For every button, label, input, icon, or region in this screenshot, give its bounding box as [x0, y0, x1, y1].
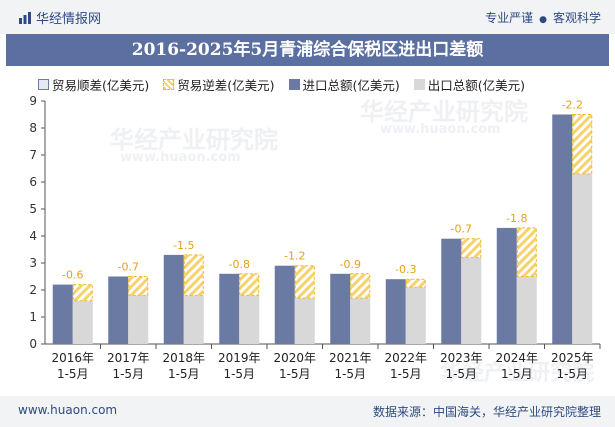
footer-website[interactable]: www.huaon.com	[18, 403, 118, 417]
x-tick-label: 1-5月	[445, 367, 477, 381]
export-bar	[461, 257, 482, 344]
x-tick-label: 1-5月	[168, 367, 200, 381]
x-tick-label: 1-5月	[556, 367, 588, 381]
import-bar	[163, 254, 184, 344]
x-tick-label: 2021年	[329, 351, 372, 365]
legend-label-deficit: 贸易逆差(亿美元)	[177, 77, 275, 93]
deficit-segment	[183, 254, 204, 296]
deficit-segment	[572, 114, 593, 175]
x-tick-label: 2025年	[551, 351, 594, 365]
deficit-segment	[350, 273, 371, 299]
import-bar	[274, 265, 295, 344]
import-bar	[441, 238, 462, 344]
legend-swatch-deficit	[163, 78, 175, 90]
slogan-left: 专业严谨	[485, 11, 534, 25]
x-tick-label: 2019年	[218, 351, 261, 365]
y-tick-label: 6	[29, 175, 37, 189]
deficit-value-label: -0.9	[340, 258, 361, 271]
deficit-value-label: -1.8	[506, 212, 527, 225]
legend-item-export[interactable]: 出口总额(亿美元)	[413, 75, 526, 94]
deficit-value-label: -0.7	[118, 261, 139, 274]
x-tick-label: 2023年	[440, 351, 483, 365]
slogan: 专业严谨 ● 客观科学	[485, 9, 601, 26]
chart-legend: 贸易顺差(亿美元) 贸易逆差(亿美元) 进口总额(亿美元) 出口总额(亿美元)	[38, 75, 598, 93]
deficit-segment	[128, 276, 149, 296]
deficit-value-label: -2.2	[562, 99, 583, 112]
deficit-value-label: -0.3	[395, 263, 416, 276]
deficit-segment	[72, 284, 93, 302]
x-tick-label: 2017年	[107, 351, 150, 365]
brand[interactable]: 华经情报网	[18, 8, 101, 27]
y-tick-label: 0	[29, 337, 37, 351]
x-tick-label: 1-5月	[334, 367, 366, 381]
y-tick-label: 8	[29, 121, 37, 135]
slogan-separator: ●	[539, 15, 547, 25]
legend-item-surplus[interactable]: 贸易顺差(亿美元)	[38, 75, 149, 94]
x-tick-label: 2018年	[162, 351, 205, 365]
deficit-value-label: -0.6	[62, 269, 83, 282]
slogan-right: 客观科学	[552, 11, 601, 25]
deficit-segment	[239, 273, 260, 296]
export-bar	[183, 295, 204, 344]
export-bar	[239, 295, 260, 344]
legend-label-export: 出口总额(亿美元)	[427, 77, 526, 93]
title-bar: 2016-2025年5月青浦综合保税区进出口差额	[6, 34, 609, 66]
x-tick-label: 2020年	[273, 351, 316, 365]
export-bar	[350, 298, 371, 344]
x-tick-label: 2024年	[495, 351, 538, 365]
y-tick-label: 5	[29, 202, 37, 216]
legend-label-surplus: 贸易顺差(亿美元)	[52, 77, 150, 93]
deficit-segment	[461, 238, 482, 259]
legend-item-import[interactable]: 进口总额(亿美元)	[288, 75, 400, 94]
import-bar	[330, 273, 351, 344]
export-bar	[128, 295, 149, 344]
x-tick-label: 1-5月	[501, 367, 533, 381]
deficit-segment	[405, 278, 426, 288]
deficit-value-label: -1.2	[284, 250, 305, 263]
x-tick-label: 2016年	[51, 351, 94, 365]
chart-title: 2016-2025年5月青浦综合保税区进出口差额	[131, 40, 484, 60]
y-tick-label: 1	[29, 310, 37, 324]
x-tick-label: 1-5月	[390, 367, 422, 381]
deficit-segment	[294, 265, 315, 299]
x-tick-label: 1-5月	[279, 367, 311, 381]
brand-logo-icon	[19, 11, 31, 24]
import-bar	[219, 273, 240, 344]
legend-swatch-export	[413, 78, 425, 90]
brand-name: 华经情报网	[36, 12, 102, 27]
top-bar: 华经情报网 专业严谨 ● 客观科学	[0, 0, 615, 34]
footer: www.huaon.com 数据来源：中国海关，华经产业研究院整理	[0, 396, 615, 427]
footer-source: 数据来源：中国海关，华经产业研究院整理	[372, 405, 601, 419]
y-tick-label: 3	[29, 256, 37, 270]
y-tick-label: 9	[29, 94, 37, 108]
bar-chart: 0 1 2 3 4 5 6 7 8 9 -0.6 2016年 1-5月 -0.7 2017年 1-5月 -1.…	[29, 94, 601, 381]
x-tick-label: 2022年	[384, 351, 427, 365]
x-tick-label: 1-5月	[57, 367, 89, 381]
import-bar	[496, 227, 517, 344]
legend-item-deficit[interactable]: 贸易逆差(亿美元)	[163, 75, 275, 94]
deficit-value-label: -0.7	[451, 223, 472, 236]
export-bar	[516, 276, 537, 344]
deficit-segment	[516, 227, 537, 277]
import-bar	[108, 276, 129, 344]
x-tick-label: 1-5月	[223, 367, 255, 381]
legend-label-import: 进口总额(亿美元)	[302, 77, 400, 93]
legend-swatch-surplus	[38, 78, 49, 90]
y-tick-label: 7	[29, 148, 37, 162]
export-bar	[405, 287, 426, 344]
x-tick-label: 1-5月	[112, 367, 144, 381]
deficit-value-label: -0.8	[229, 258, 250, 271]
import-bar	[552, 114, 573, 344]
y-tick-label: 4	[29, 229, 37, 243]
deficit-value-label: -1.5	[173, 239, 194, 252]
export-bar	[72, 300, 93, 344]
import-bar	[385, 279, 406, 344]
import-bar	[52, 284, 73, 344]
export-bar	[294, 298, 315, 344]
export-bar	[572, 173, 593, 344]
y-tick-label: 2	[29, 283, 37, 297]
legend-swatch-import	[288, 78, 300, 90]
